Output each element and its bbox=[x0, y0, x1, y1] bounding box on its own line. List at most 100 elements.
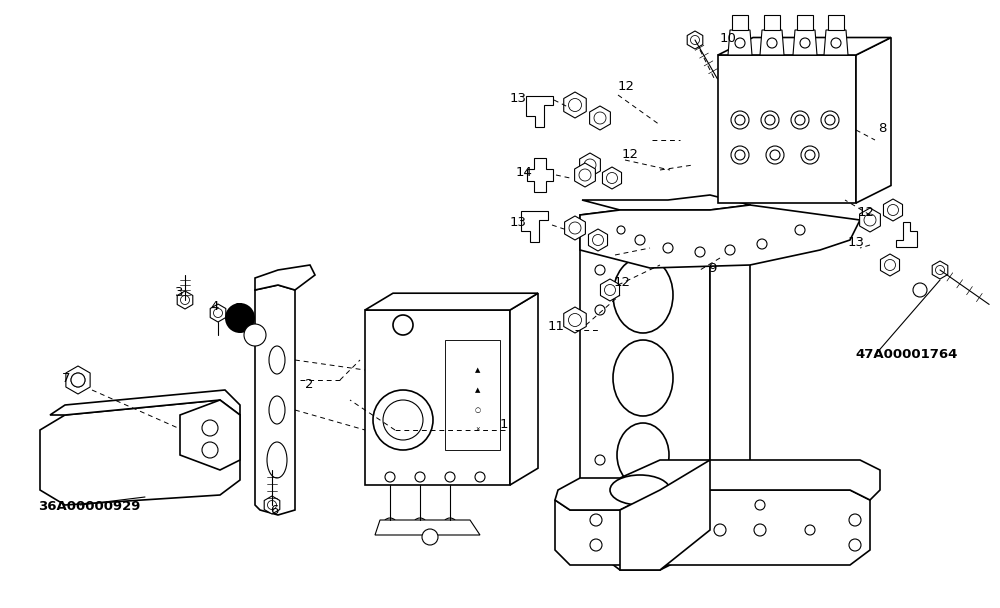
Circle shape bbox=[568, 98, 582, 111]
Polygon shape bbox=[883, 199, 903, 221]
Circle shape bbox=[475, 472, 485, 482]
Circle shape bbox=[568, 314, 582, 326]
Circle shape bbox=[244, 324, 266, 346]
Circle shape bbox=[791, 111, 809, 129]
Text: 3: 3 bbox=[175, 286, 184, 299]
Bar bbox=[445, 340, 500, 450]
Circle shape bbox=[801, 146, 819, 164]
Text: 12: 12 bbox=[614, 277, 631, 289]
Text: 8: 8 bbox=[878, 122, 886, 134]
Circle shape bbox=[71, 373, 85, 387]
Circle shape bbox=[590, 539, 602, 551]
Ellipse shape bbox=[267, 442, 287, 478]
Circle shape bbox=[849, 539, 861, 551]
Polygon shape bbox=[365, 293, 538, 310]
Polygon shape bbox=[824, 30, 848, 55]
Circle shape bbox=[635, 235, 645, 245]
Text: 14: 14 bbox=[516, 165, 533, 179]
Circle shape bbox=[770, 150, 780, 160]
Bar bbox=[764, 15, 780, 30]
Circle shape bbox=[569, 222, 581, 234]
Polygon shape bbox=[40, 400, 240, 505]
Circle shape bbox=[765, 115, 775, 125]
Text: 12: 12 bbox=[622, 148, 639, 162]
Circle shape bbox=[885, 260, 896, 271]
Ellipse shape bbox=[269, 346, 285, 374]
Polygon shape bbox=[50, 390, 240, 415]
Polygon shape bbox=[565, 216, 585, 240]
Circle shape bbox=[755, 500, 765, 510]
Polygon shape bbox=[255, 285, 295, 515]
Circle shape bbox=[767, 38, 777, 48]
Circle shape bbox=[864, 214, 876, 226]
Text: 11: 11 bbox=[548, 319, 565, 333]
Circle shape bbox=[821, 111, 839, 129]
Polygon shape bbox=[580, 205, 860, 268]
Text: 13: 13 bbox=[510, 216, 527, 229]
Circle shape bbox=[595, 265, 605, 275]
Circle shape bbox=[766, 146, 784, 164]
Circle shape bbox=[606, 173, 618, 184]
Circle shape bbox=[180, 295, 190, 305]
Circle shape bbox=[413, 518, 427, 532]
Polygon shape bbox=[526, 96, 553, 127]
Polygon shape bbox=[860, 208, 880, 232]
Circle shape bbox=[595, 305, 605, 315]
Circle shape bbox=[735, 150, 745, 160]
Polygon shape bbox=[602, 167, 622, 189]
Polygon shape bbox=[575, 163, 595, 187]
Circle shape bbox=[849, 514, 861, 526]
Polygon shape bbox=[582, 195, 750, 210]
Polygon shape bbox=[590, 106, 610, 130]
Circle shape bbox=[725, 245, 735, 255]
Polygon shape bbox=[555, 460, 880, 510]
Circle shape bbox=[831, 38, 841, 48]
Polygon shape bbox=[365, 310, 510, 485]
Circle shape bbox=[594, 112, 606, 124]
Text: 13: 13 bbox=[848, 237, 865, 249]
Text: 7: 7 bbox=[62, 371, 70, 384]
Circle shape bbox=[579, 169, 591, 181]
Circle shape bbox=[202, 420, 218, 436]
Polygon shape bbox=[564, 307, 586, 333]
Text: 36A00000929: 36A00000929 bbox=[38, 500, 140, 513]
Circle shape bbox=[214, 308, 222, 317]
Polygon shape bbox=[555, 490, 870, 565]
Polygon shape bbox=[521, 211, 548, 242]
Text: 13: 13 bbox=[510, 91, 527, 105]
Text: 10: 10 bbox=[720, 32, 737, 44]
Polygon shape bbox=[180, 400, 240, 470]
Text: 12: 12 bbox=[858, 207, 875, 219]
Circle shape bbox=[936, 266, 944, 274]
Circle shape bbox=[415, 472, 425, 482]
Polygon shape bbox=[264, 496, 280, 514]
Circle shape bbox=[202, 442, 218, 458]
Circle shape bbox=[225, 303, 255, 333]
Bar bbox=[797, 15, 813, 30]
Circle shape bbox=[795, 115, 805, 125]
Polygon shape bbox=[620, 460, 710, 570]
Circle shape bbox=[590, 514, 602, 526]
Text: 6: 6 bbox=[270, 503, 278, 517]
Circle shape bbox=[754, 524, 766, 536]
Circle shape bbox=[595, 455, 605, 465]
Text: 9: 9 bbox=[708, 261, 716, 274]
Polygon shape bbox=[177, 291, 193, 309]
Circle shape bbox=[393, 315, 413, 335]
Bar bbox=[732, 15, 748, 30]
Circle shape bbox=[422, 529, 438, 545]
Polygon shape bbox=[580, 153, 600, 177]
Circle shape bbox=[757, 239, 767, 249]
Circle shape bbox=[695, 247, 705, 257]
Polygon shape bbox=[660, 205, 750, 570]
Circle shape bbox=[690, 35, 700, 44]
Text: ✕: ✕ bbox=[475, 427, 480, 432]
Polygon shape bbox=[793, 30, 817, 55]
Circle shape bbox=[71, 373, 85, 387]
Circle shape bbox=[731, 111, 749, 129]
Circle shape bbox=[761, 111, 779, 129]
Polygon shape bbox=[564, 92, 586, 118]
Circle shape bbox=[604, 285, 616, 295]
Polygon shape bbox=[527, 158, 553, 192]
Circle shape bbox=[731, 146, 749, 164]
